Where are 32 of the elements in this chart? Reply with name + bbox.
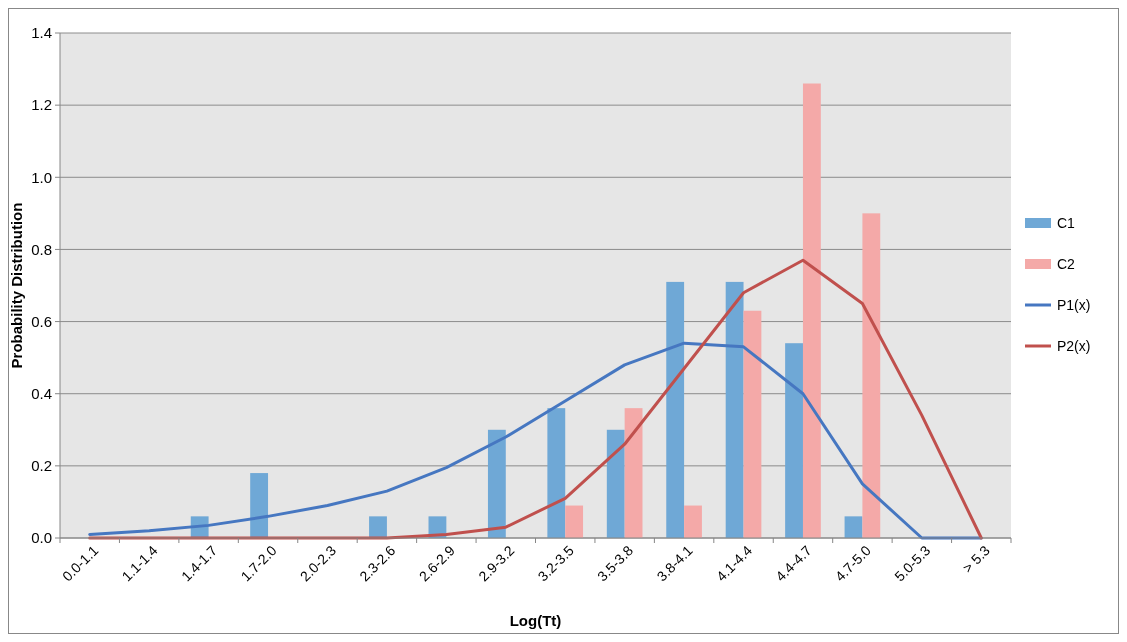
legend-label: C1: [1057, 214, 1076, 231]
bar: [862, 213, 881, 538]
bar: [250, 473, 269, 538]
bar: [684, 505, 702, 538]
bar: [487, 429, 506, 538]
bar: [725, 281, 744, 538]
line-series: [88, 258, 983, 540]
line-series: [88, 341, 983, 540]
bar: [666, 281, 685, 538]
bar: [547, 408, 566, 538]
legend-label: P1(x): [1057, 296, 1091, 313]
y-axis-title: Probability Distribution: [8, 202, 25, 369]
bar: [802, 83, 821, 538]
x-axis-title: Log(Tt): [509, 612, 562, 629]
bar: [565, 505, 584, 538]
bar: [743, 310, 762, 538]
bar: [785, 343, 803, 538]
bar: [844, 516, 863, 538]
y-tick-label: 1.0: [31, 168, 52, 186]
y-tick-label: 0.8: [31, 240, 52, 258]
y-tick-label: 0.0: [31, 529, 52, 547]
legend-label: P2(x): [1057, 337, 1091, 354]
y-tick-label: 1.4: [31, 24, 52, 42]
y-tick-label: 0.6: [31, 312, 52, 330]
legend-label: C2: [1057, 255, 1076, 272]
bar: [606, 429, 625, 538]
x-tick-label: > 5.3: [959, 542, 994, 576]
y-tick-label: 1.2: [31, 96, 52, 114]
bar: [369, 516, 387, 538]
bar: [624, 408, 643, 538]
y-tick-label: 0.4: [31, 384, 52, 402]
y-tick-label: 0.2: [31, 457, 52, 475]
